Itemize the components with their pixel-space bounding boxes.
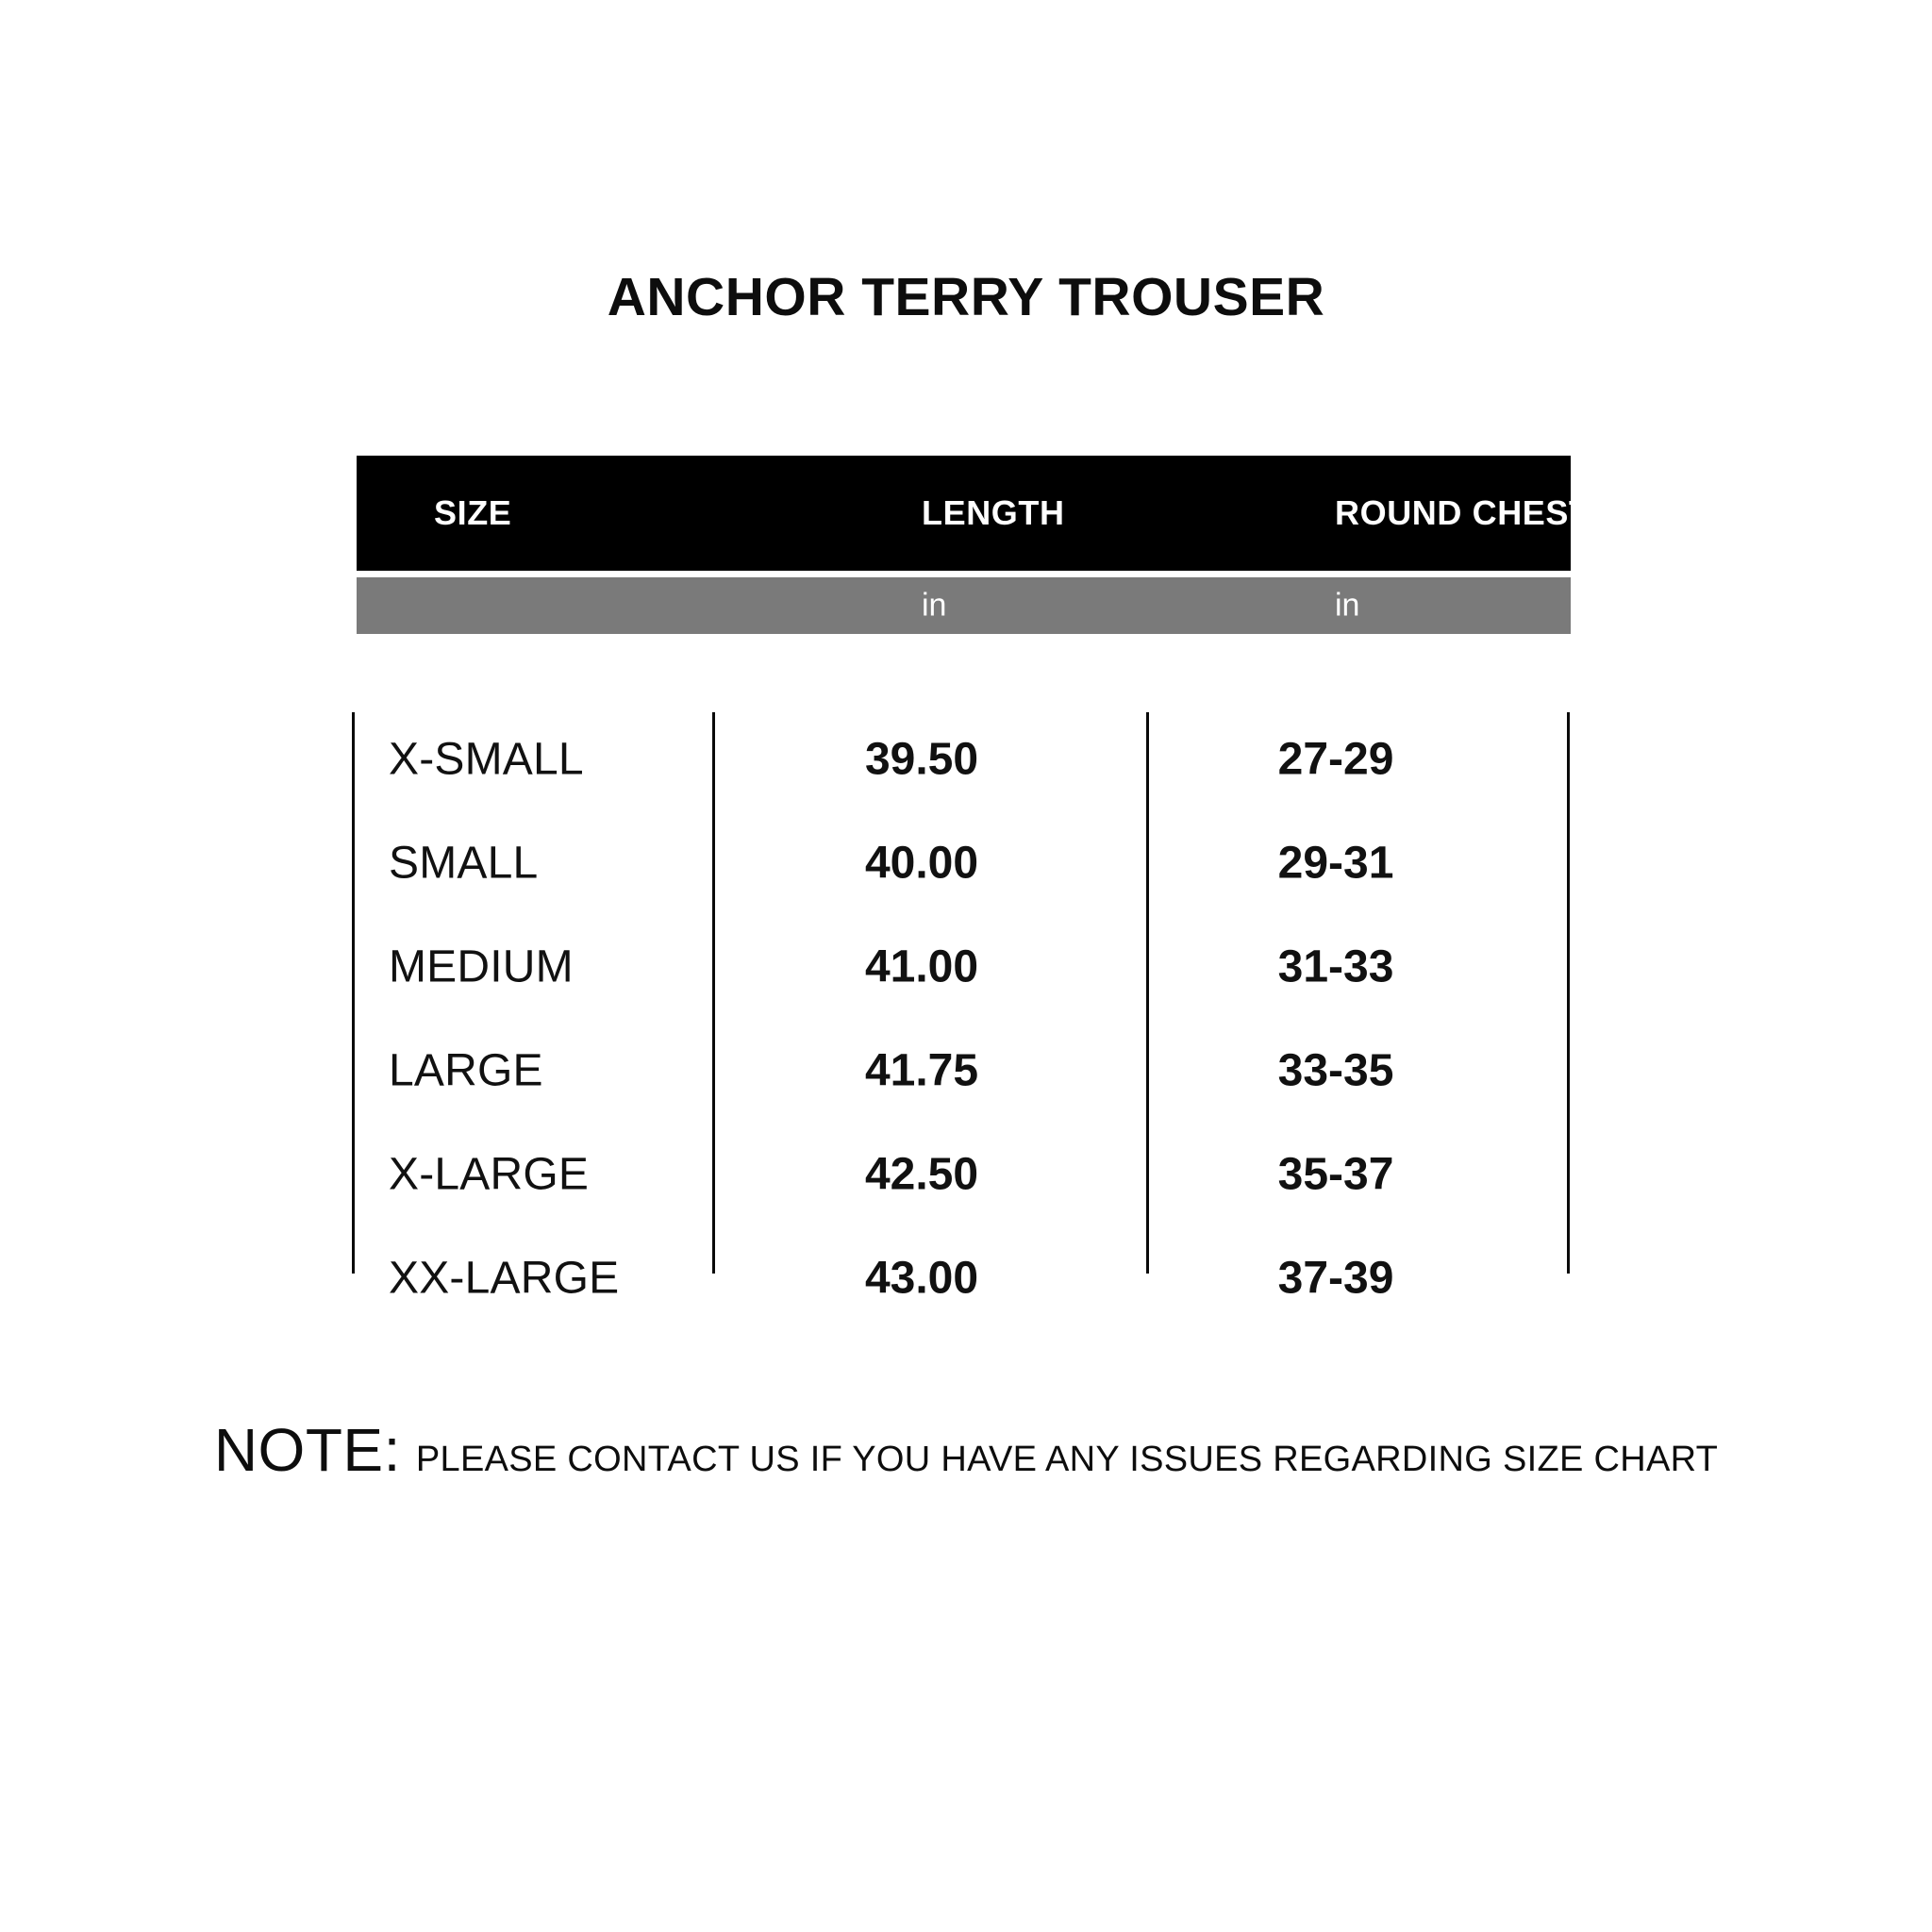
table-row: LARGE 41.75 33-35 bbox=[0, 1019, 1932, 1123]
cell-length-text: 39.50 bbox=[864, 734, 979, 785]
cell-length-text: 40.00 bbox=[864, 838, 979, 889]
cell-round-chest-text: 37-39 bbox=[1277, 1253, 1394, 1304]
table-row: XX-LARGE 43.00 37-39 bbox=[0, 1226, 1932, 1330]
column-divider-length-chest bbox=[1146, 712, 1149, 1274]
cell-length-text: 42.50 bbox=[864, 1149, 979, 1200]
table-row: MEDIUM 41.00 31-33 bbox=[0, 915, 1932, 1019]
note: NOTE: PLEASE CONTACT US IF YOU HAVE ANY I… bbox=[0, 1415, 1932, 1485]
cell-round-chest-text: 31-33 bbox=[1277, 941, 1394, 992]
table-row: X-SMALL 39.50 27-29 bbox=[0, 708, 1932, 811]
cell-size: MEDIUM bbox=[389, 941, 574, 992]
table-unit-row: in in bbox=[357, 577, 1571, 634]
column-header-size: SIZE bbox=[434, 493, 512, 532]
cell-round-chest: 33-35 bbox=[1278, 1045, 1452, 1097]
cell-round-chest-text: 29-31 bbox=[1277, 838, 1394, 889]
cell-length: 41.75 bbox=[865, 1045, 1035, 1097]
cell-length: 43.00 bbox=[865, 1253, 1035, 1305]
cell-round-chest: 29-31 bbox=[1278, 838, 1452, 890]
column-divider-size-length bbox=[712, 712, 715, 1274]
cell-length-text: 41.75 bbox=[864, 1045, 979, 1096]
cell-size: XX-LARGE bbox=[389, 1253, 620, 1304]
cell-length: 42.50 bbox=[865, 1149, 1035, 1201]
cell-length-text: 41.00 bbox=[864, 941, 979, 992]
cell-size: X-LARGE bbox=[389, 1149, 590, 1200]
note-label: NOTE: bbox=[213, 1416, 401, 1484]
cell-length-text: 43.00 bbox=[864, 1253, 979, 1304]
size-table: SIZE LENGTH ROUND CHEST in in bbox=[357, 456, 1590, 634]
unit-round-chest-text: in bbox=[1335, 587, 1360, 624]
column-header-round-chest-text: ROUND CHEST bbox=[1335, 493, 1591, 532]
cell-size: X-SMALL bbox=[389, 734, 584, 785]
column-divider-left bbox=[352, 712, 355, 1274]
cell-round-chest: 37-39 bbox=[1278, 1253, 1452, 1305]
cell-round-chest-text: 33-35 bbox=[1277, 1045, 1394, 1096]
page-title: ANCHOR TERRY TROUSER bbox=[607, 267, 1325, 327]
table-row: X-LARGE 42.50 35-37 bbox=[0, 1123, 1932, 1226]
cell-round-chest-text: 27-29 bbox=[1277, 734, 1394, 785]
cell-size: LARGE bbox=[389, 1045, 543, 1096]
cell-round-chest: 35-37 bbox=[1278, 1149, 1452, 1201]
cell-length: 39.50 bbox=[865, 734, 1035, 786]
cell-length: 40.00 bbox=[865, 838, 1035, 890]
cell-round-chest: 31-33 bbox=[1278, 941, 1452, 993]
table-header-row: SIZE LENGTH ROUND CHEST bbox=[357, 456, 1590, 571]
table-body: X-SMALL 39.50 27-29 SMALL 40.00 29-31 ME… bbox=[0, 708, 1932, 1304]
cell-size: SMALL bbox=[389, 838, 539, 889]
column-divider-right bbox=[1567, 712, 1570, 1274]
unit-length-text: in bbox=[922, 587, 947, 624]
table-row: SMALL 40.00 29-31 bbox=[0, 811, 1932, 915]
cell-length: 41.00 bbox=[865, 941, 1035, 993]
note-text: PLEASE CONTACT US IF YOU HAVE ANY ISSUES… bbox=[415, 1440, 1719, 1479]
column-header-length-text: LENGTH bbox=[922, 493, 1065, 532]
cell-round-chest-text: 35-37 bbox=[1277, 1149, 1394, 1200]
cell-round-chest: 27-29 bbox=[1278, 734, 1452, 786]
